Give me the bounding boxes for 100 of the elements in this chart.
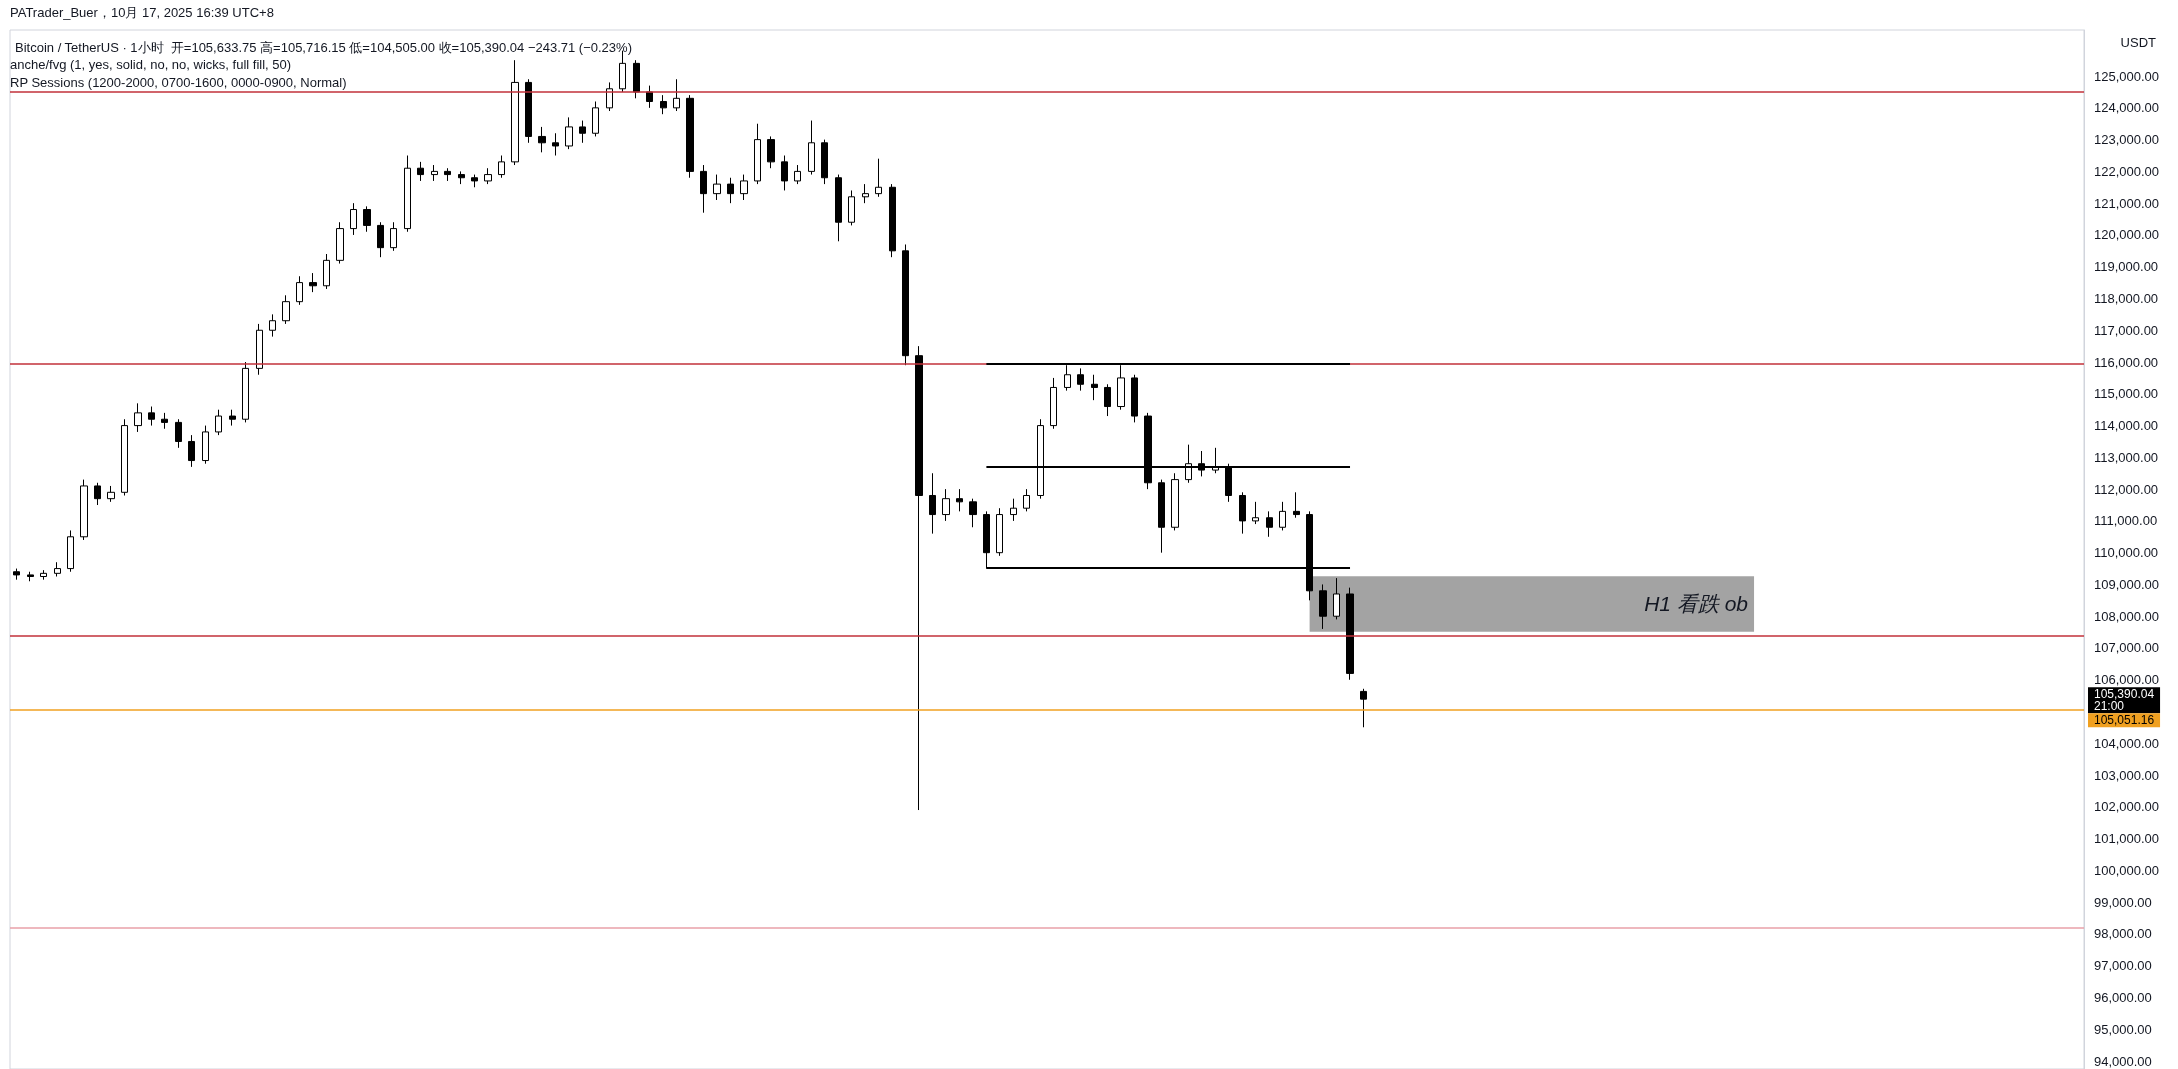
y-tick-label: 117,000.00 xyxy=(2094,322,2159,338)
y-tick-label: 94,000.00 xyxy=(2094,1053,2152,1069)
candlestick xyxy=(458,170,465,185)
candlestick xyxy=(296,275,303,306)
candlestick xyxy=(525,78,532,144)
candlestick xyxy=(269,313,276,338)
candlestick xyxy=(1104,383,1111,417)
candlestick xyxy=(256,323,263,376)
candlestick xyxy=(1050,377,1057,430)
candlestick xyxy=(390,221,397,252)
candlestick xyxy=(444,167,451,182)
text: Bitcoin / TetherUS · 1小时 开=105,633.75 高=105,716.15 低=104,505.00 收=105,390.04 −243.71 (−0.23%) xyxy=(15,40,632,55)
candlestick xyxy=(1010,498,1017,522)
candlestick xyxy=(929,472,936,535)
candlestick xyxy=(713,174,721,201)
y-tick-label: 98,000.00 xyxy=(2094,926,2152,942)
y-tick-label: 113,000.00 xyxy=(2094,449,2159,465)
candlestick xyxy=(1266,510,1273,538)
y-tick-label: 111,000.00 xyxy=(2094,513,2158,529)
y-axis-title: USDT xyxy=(2120,35,2157,50)
candlestick xyxy=(215,409,222,436)
candlestick xyxy=(498,155,505,179)
candlestick xyxy=(875,158,882,198)
candlestick xyxy=(942,488,950,522)
band-label: H1 看跌 ob xyxy=(1644,592,1749,616)
candlestick xyxy=(336,221,344,265)
candlestick xyxy=(848,189,855,226)
candlestick xyxy=(606,81,613,112)
candlestick xyxy=(1158,479,1165,554)
candlestick xyxy=(565,116,573,150)
candlestick xyxy=(821,139,828,185)
candlestick xyxy=(808,120,815,176)
y-tick-label: 109,000.00 xyxy=(2094,576,2160,592)
candlestick xyxy=(996,507,1003,557)
candlestick xyxy=(188,434,195,468)
y-tick-label: 106,000.00 xyxy=(2094,672,2160,688)
candlestick xyxy=(202,425,209,465)
candlestick xyxy=(862,183,869,204)
y-tick-label: 97,000.00 xyxy=(2094,958,2152,974)
candlestick xyxy=(323,253,330,290)
y-tick-label: 103,000.00 xyxy=(2094,767,2160,783)
candlestick xyxy=(592,100,599,137)
candlestick xyxy=(767,135,775,169)
candlestick xyxy=(27,571,34,582)
candlestick xyxy=(1239,491,1246,535)
text: 105,390.04 xyxy=(2094,687,2155,702)
candlestick xyxy=(700,164,707,214)
candlestick xyxy=(552,132,559,157)
candlestick xyxy=(417,161,424,182)
y-tick-label: 101,000.00 xyxy=(2094,831,2160,847)
candlestick xyxy=(902,243,909,366)
candlestick xyxy=(350,202,357,236)
candlestick xyxy=(1333,577,1340,620)
y-tick-label: 120,000.00 xyxy=(2094,227,2160,243)
y-tick-label: 96,000.00 xyxy=(2094,990,2152,1006)
y-tick-label: 110,000.00 xyxy=(2094,545,2159,561)
y-tick-label: 121,000.00 xyxy=(2094,195,2160,211)
candlestick xyxy=(363,205,371,233)
candlestick xyxy=(794,164,801,185)
y-tick-label: 119,000.00 xyxy=(2094,259,2159,275)
text: 21:00 xyxy=(2094,699,2125,714)
candlestick xyxy=(1171,472,1179,531)
candlestick xyxy=(781,155,788,191)
y-tick-label: 123,000.00 xyxy=(2094,132,2160,148)
candlestick xyxy=(484,167,492,185)
y-tick-label: 108,000.00 xyxy=(2094,608,2160,624)
candlestick xyxy=(538,126,546,153)
candlestick xyxy=(740,174,748,201)
candlestick xyxy=(660,94,667,115)
candlestick xyxy=(54,561,61,578)
y-tick-label: 115,000.00 xyxy=(2094,386,2159,402)
candlestick xyxy=(727,177,734,204)
candlestick xyxy=(229,409,236,427)
candlestick xyxy=(673,78,680,112)
candlestick xyxy=(134,402,142,433)
candlestick xyxy=(511,59,519,166)
candlestick xyxy=(835,174,842,242)
candlestick xyxy=(579,120,586,144)
candlestick xyxy=(67,529,74,573)
candlestick xyxy=(1023,488,1030,512)
candlestick xyxy=(1252,501,1259,525)
candlestick xyxy=(1091,374,1098,401)
candlestick xyxy=(13,568,20,581)
candlestick xyxy=(80,479,88,541)
y-tick-label: 102,000.00 xyxy=(2094,799,2160,815)
y-tick-label: 95,000.00 xyxy=(2094,1021,2152,1037)
candlestick xyxy=(969,498,977,528)
candlestick xyxy=(1360,688,1367,728)
y-tick-label: 114,000.00 xyxy=(2094,418,2159,434)
candlestick xyxy=(309,272,317,293)
candlestick xyxy=(175,418,182,449)
y-tick-label: 124,000.00 xyxy=(2094,100,2160,116)
candlestick xyxy=(107,485,115,503)
candlestick xyxy=(915,345,923,811)
candlestick xyxy=(40,569,47,581)
y-tick-label: 112,000.00 xyxy=(2094,481,2159,497)
ref-line-label: 105,051.16 xyxy=(2094,713,2155,728)
candlestick xyxy=(1293,491,1300,519)
candlestick xyxy=(1077,367,1084,392)
candlestick xyxy=(471,174,478,188)
